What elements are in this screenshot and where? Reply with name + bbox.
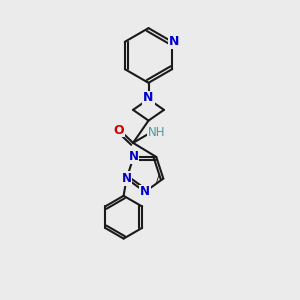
Text: NH: NH bbox=[148, 126, 166, 139]
Text: O: O bbox=[114, 124, 124, 136]
Text: /: / bbox=[156, 174, 160, 184]
Text: N: N bbox=[169, 35, 179, 48]
Text: N: N bbox=[122, 172, 132, 185]
Text: N: N bbox=[129, 151, 139, 164]
Text: N: N bbox=[140, 185, 150, 198]
Text: N: N bbox=[143, 92, 154, 104]
